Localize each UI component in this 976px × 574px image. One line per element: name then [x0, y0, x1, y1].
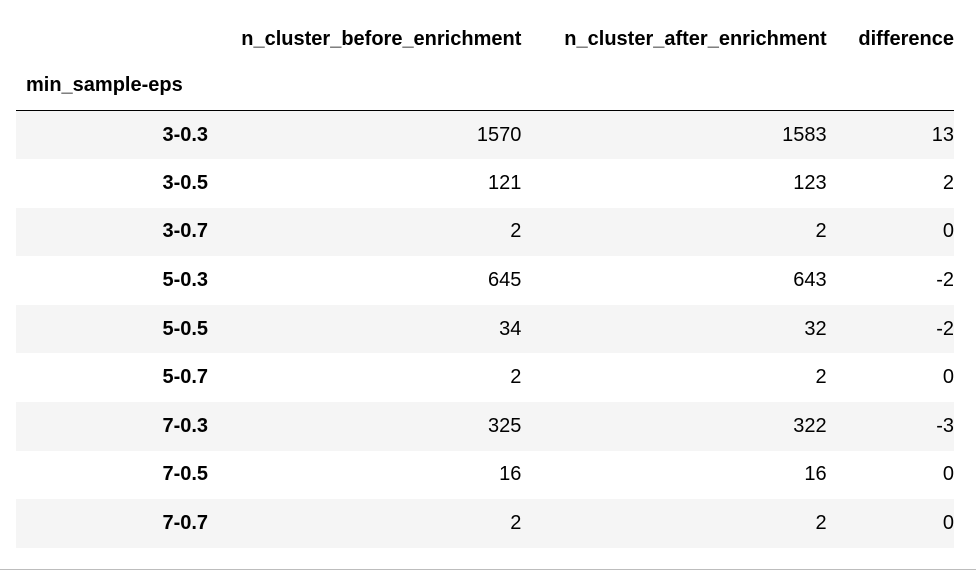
table-row: 7-0.3 325 322 -3 — [16, 402, 954, 451]
table-body: 3-0.3 1570 1583 13 3-0.5 121 123 2 3-0.7… — [16, 110, 954, 548]
table-row: 5-0.3 645 643 -2 — [16, 256, 954, 305]
index-header-empty — [826, 60, 954, 111]
cell-before: 2 — [510, 220, 522, 243]
output-divider — [0, 569, 976, 570]
cell-before: 121 — [488, 171, 522, 194]
cell-difference: -2 — [936, 317, 954, 340]
cell-after: 1583 — [782, 123, 827, 146]
header-corner — [16, 18, 208, 60]
row-index: 3-0.3 — [162, 123, 209, 146]
row-index: 7-0.7 — [162, 512, 209, 535]
cell-after: 2 — [815, 220, 827, 243]
cell-after: 322 — [793, 414, 827, 437]
row-index: 5-0.7 — [162, 366, 209, 389]
cell-after: 123 — [793, 171, 827, 194]
index-name: min_sample-eps — [16, 60, 209, 111]
dataframe-output: n_cluster_before_enrichment n_cluster_af… — [16, 18, 954, 548]
cell-after: 16 — [804, 463, 827, 486]
cell-before: 325 — [488, 414, 522, 437]
cell-difference: 0 — [942, 463, 954, 486]
table-row: 3-0.3 1570 1583 13 — [16, 110, 954, 160]
cell-before: 645 — [488, 269, 522, 292]
row-index: 5-0.5 — [162, 317, 209, 340]
row-index: 3-0.7 — [162, 220, 209, 243]
index-header-row: min_sample-eps — [16, 60, 954, 111]
column-header-row: n_cluster_before_enrichment n_cluster_af… — [16, 18, 954, 60]
table-row: 5-0.7 2 2 0 — [16, 353, 954, 402]
column-header: n_cluster_after_enrichment — [564, 27, 827, 50]
column-header: n_cluster_before_enrichment — [241, 27, 522, 50]
cell-difference: 2 — [942, 171, 954, 194]
row-index: 7-0.3 — [162, 414, 209, 437]
cell-before: 34 — [499, 317, 522, 340]
cell-difference: 13 — [931, 123, 954, 146]
table-row: 3-0.7 2 2 0 — [16, 207, 954, 257]
cell-difference: -3 — [936, 414, 954, 437]
table-row: 7-0.5 16 16 0 — [16, 451, 954, 500]
cell-before: 16 — [499, 463, 522, 486]
index-header-empty — [521, 60, 827, 111]
cell-after: 2 — [815, 512, 827, 535]
cell-difference: -2 — [936, 269, 954, 292]
cell-before: 1570 — [476, 123, 522, 146]
table-row: 7-0.7 2 2 0 — [16, 499, 954, 548]
row-index: 7-0.5 — [162, 463, 209, 486]
row-index: 5-0.3 — [162, 269, 209, 292]
cell-difference: 0 — [942, 366, 954, 389]
table-header: n_cluster_before_enrichment n_cluster_af… — [16, 18, 954, 111]
cell-before: 2 — [510, 512, 522, 535]
cell-after: 32 — [804, 317, 827, 340]
table-row: 3-0.5 121 123 2 — [16, 159, 954, 208]
index-header-empty — [208, 60, 522, 111]
results-table: n_cluster_before_enrichment n_cluster_af… — [16, 18, 954, 548]
cell-difference: 0 — [942, 220, 954, 243]
table-row: 5-0.5 34 32 -2 — [16, 304, 954, 354]
column-header: difference — [858, 27, 954, 50]
cell-difference: 0 — [942, 512, 954, 535]
cell-after: 2 — [815, 366, 827, 389]
row-index: 3-0.5 — [162, 171, 209, 194]
cell-after: 643 — [793, 269, 827, 292]
cell-before: 2 — [510, 366, 522, 389]
